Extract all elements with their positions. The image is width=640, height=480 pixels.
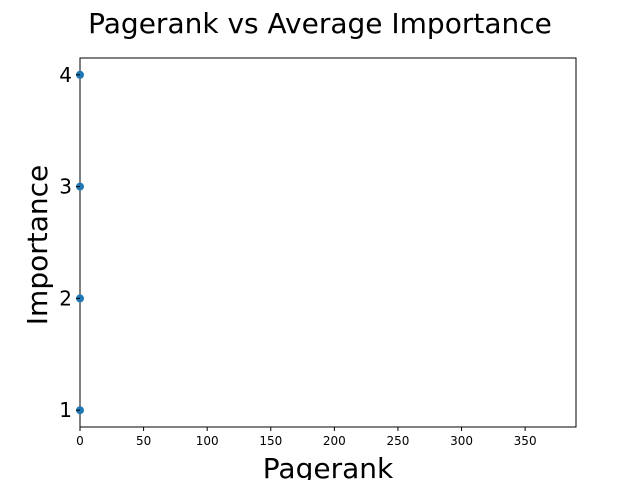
chart-title: Pagerank vs Average Importance [88,7,552,40]
y-tick-label: 4 [59,63,72,87]
y-tick-label: 2 [59,286,72,310]
x-axis-label: Pagerank [263,452,394,480]
y-axis-label: Importance [21,165,54,325]
x-tick-label: 250 [386,434,409,448]
x-tick-label: 200 [323,434,346,448]
x-tick-label: 0 [76,434,84,448]
y-axis: 1 2 3 4 [59,63,80,422]
x-axis: 0 50 100 150 200 250 300 350 [76,427,537,448]
y-tick-label: 1 [59,398,72,422]
plot-frame [79,57,577,428]
y-tick-label: 3 [59,175,72,199]
x-tick-label: 50 [136,434,151,448]
x-tick-label: 350 [514,434,537,448]
plot-area [76,57,577,428]
x-tick-label: 100 [196,434,219,448]
x-tick-label: 150 [259,434,282,448]
x-tick-label: 300 [450,434,473,448]
